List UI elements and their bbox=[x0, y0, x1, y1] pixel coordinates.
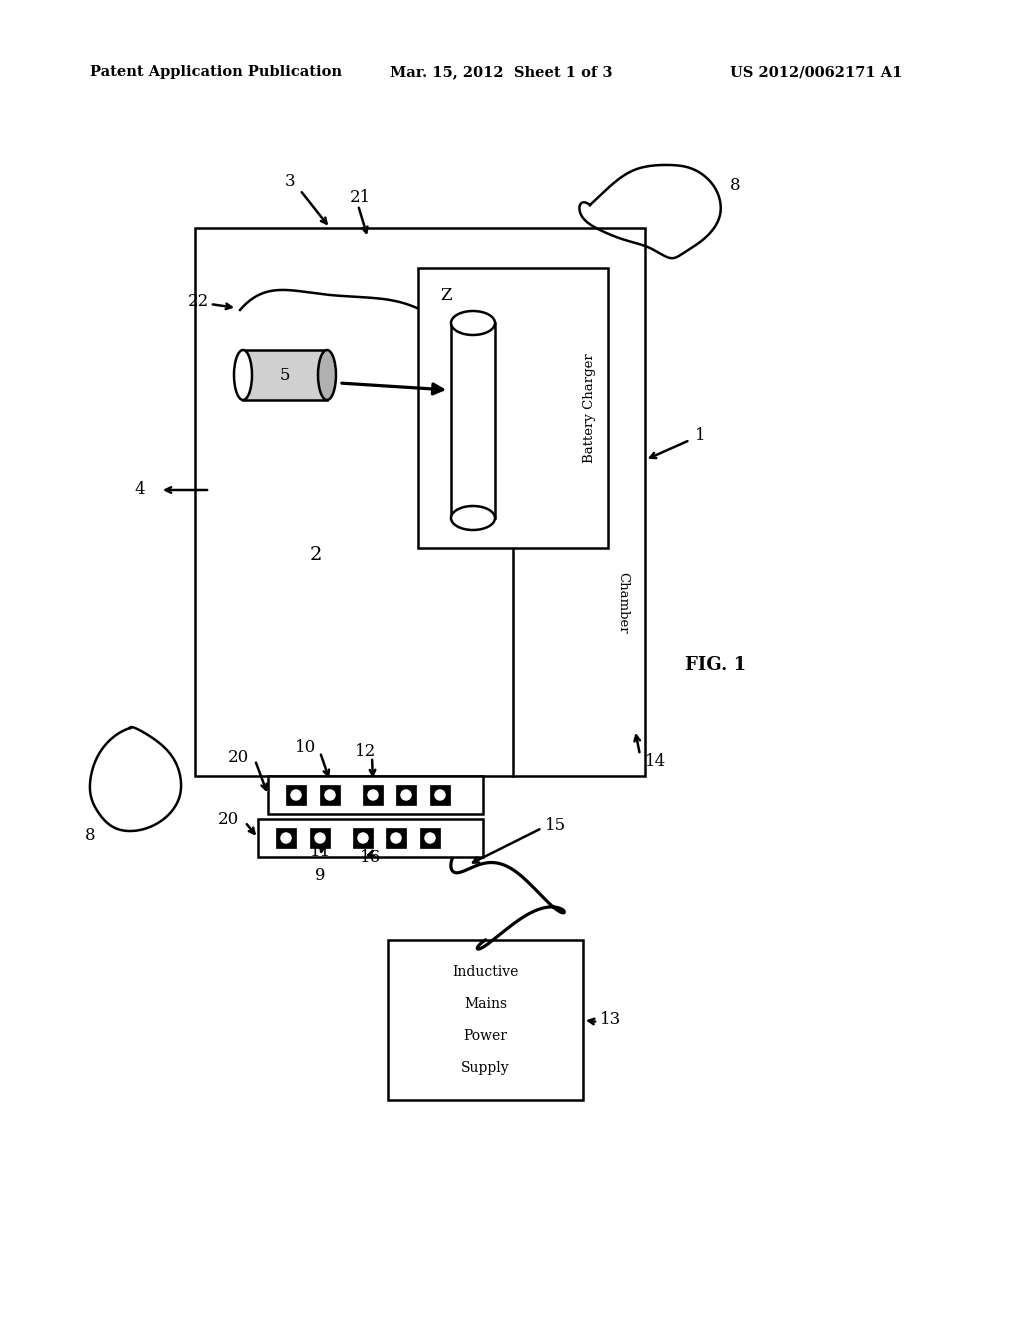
Circle shape bbox=[313, 832, 327, 845]
Text: Supply: Supply bbox=[461, 1061, 510, 1074]
Circle shape bbox=[323, 788, 337, 803]
Text: 9: 9 bbox=[315, 866, 326, 883]
Text: 20: 20 bbox=[228, 750, 249, 767]
Ellipse shape bbox=[451, 312, 495, 335]
Text: Power: Power bbox=[464, 1030, 508, 1043]
Text: 11: 11 bbox=[310, 843, 331, 861]
Bar bbox=[310, 828, 330, 847]
Circle shape bbox=[366, 788, 380, 803]
Circle shape bbox=[423, 832, 437, 845]
Bar bbox=[276, 828, 296, 847]
Circle shape bbox=[289, 788, 303, 803]
Text: 14: 14 bbox=[645, 754, 667, 771]
Circle shape bbox=[399, 788, 413, 803]
Ellipse shape bbox=[451, 506, 495, 531]
Bar bbox=[362, 785, 383, 805]
Circle shape bbox=[389, 832, 403, 845]
Text: Patent Application Publication: Patent Application Publication bbox=[90, 65, 342, 79]
Text: Chamber: Chamber bbox=[616, 572, 630, 634]
Bar bbox=[286, 785, 306, 805]
Text: Inductive: Inductive bbox=[453, 965, 519, 979]
Text: Z: Z bbox=[440, 288, 452, 305]
Text: 1: 1 bbox=[695, 426, 706, 444]
Text: 8: 8 bbox=[85, 826, 95, 843]
Text: Battery Charger: Battery Charger bbox=[584, 354, 597, 463]
Ellipse shape bbox=[318, 350, 336, 400]
Text: 21: 21 bbox=[350, 190, 372, 206]
Text: 2: 2 bbox=[310, 546, 323, 564]
Text: 12: 12 bbox=[355, 743, 376, 760]
Text: US 2012/0062171 A1: US 2012/0062171 A1 bbox=[730, 65, 902, 79]
Text: 10: 10 bbox=[295, 739, 316, 756]
Bar bbox=[319, 785, 340, 805]
Text: 5: 5 bbox=[280, 367, 290, 384]
Bar bbox=[195, 228, 645, 776]
Text: 4: 4 bbox=[135, 482, 145, 499]
Text: 15: 15 bbox=[545, 817, 566, 833]
Bar bbox=[420, 828, 440, 847]
Text: Mar. 15, 2012  Sheet 1 of 3: Mar. 15, 2012 Sheet 1 of 3 bbox=[390, 65, 612, 79]
Circle shape bbox=[356, 832, 370, 845]
Bar bbox=[353, 828, 373, 847]
Bar bbox=[430, 785, 450, 805]
Text: 20: 20 bbox=[218, 812, 240, 829]
Bar bbox=[386, 828, 406, 847]
Bar bbox=[268, 776, 483, 814]
Bar bbox=[388, 940, 583, 1100]
Text: 22: 22 bbox=[188, 293, 209, 310]
Bar bbox=[258, 818, 483, 857]
Circle shape bbox=[279, 832, 293, 845]
Bar bbox=[243, 350, 327, 400]
Text: Mains: Mains bbox=[464, 997, 507, 1011]
Circle shape bbox=[433, 788, 447, 803]
Text: 3: 3 bbox=[285, 173, 296, 190]
Bar bbox=[451, 323, 495, 517]
Bar bbox=[418, 268, 608, 548]
Bar bbox=[396, 785, 416, 805]
Ellipse shape bbox=[234, 350, 252, 400]
Text: 16: 16 bbox=[360, 850, 381, 866]
Text: FIG. 1: FIG. 1 bbox=[685, 656, 746, 675]
Text: 13: 13 bbox=[600, 1011, 622, 1028]
Text: 8: 8 bbox=[730, 177, 740, 194]
